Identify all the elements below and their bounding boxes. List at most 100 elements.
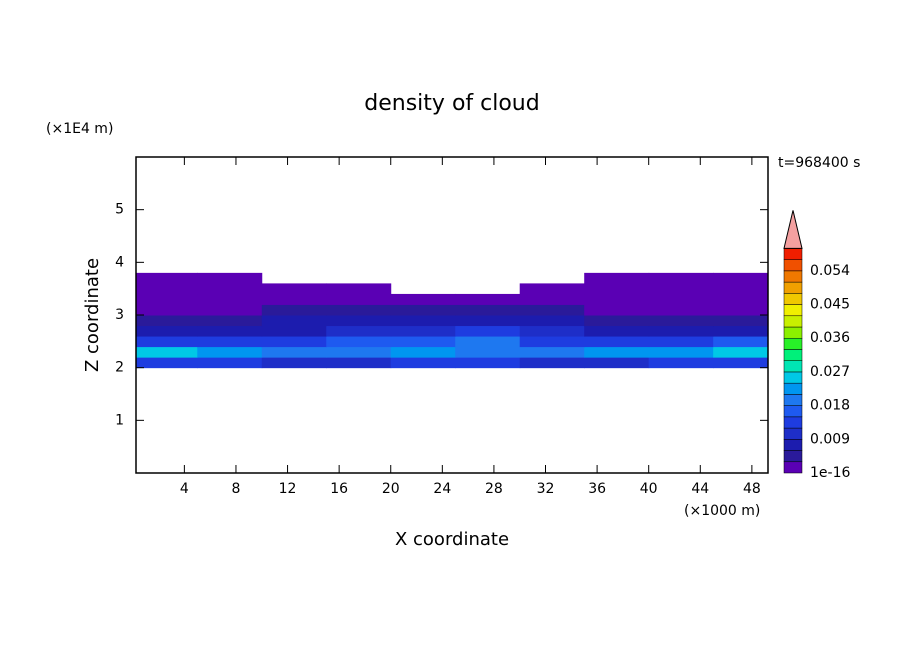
colorbar-band: [783, 439, 803, 451]
field-cell: [648, 346, 714, 358]
colorbar-label: 0.027: [810, 364, 850, 380]
colorbar-band: [783, 326, 803, 339]
y-tick-label: 4: [115, 254, 124, 270]
field-cell: [713, 346, 768, 358]
field-cell: [261, 336, 327, 348]
field-cell: [390, 325, 456, 337]
colorbar-band: [783, 304, 803, 317]
colorbar-label: 0.018: [810, 398, 850, 414]
colorbar-band: [783, 259, 803, 272]
colorbar-band: [783, 281, 803, 294]
field-cell: [584, 315, 650, 327]
field-cell: [390, 336, 456, 348]
x-tick-label: 32: [537, 481, 555, 497]
field-cell: [648, 357, 714, 369]
field-cell: [136, 315, 198, 327]
field-cell: [326, 336, 392, 348]
field-cell: [713, 272, 768, 284]
colorbar-band: [783, 450, 803, 463]
colorbar-label: 0.009: [810, 431, 850, 447]
field-cell: [261, 346, 327, 358]
x-tick-label: 12: [279, 481, 297, 497]
field-cell: [136, 272, 198, 284]
y-tick-label: 3: [115, 307, 124, 323]
field-cell: [519, 325, 585, 337]
field-cell: [455, 336, 521, 348]
y-tick-label: 5: [115, 202, 124, 218]
x-tick-label: 4: [180, 481, 189, 497]
field-cell: [197, 304, 263, 316]
field: [136, 272, 768, 369]
field-cell: [713, 304, 768, 316]
field-cell: [197, 357, 263, 369]
x-unit: (×1000 m): [684, 503, 760, 519]
field-cell: [326, 315, 392, 327]
colorbar-band: [783, 394, 803, 406]
field-cell: [261, 315, 327, 327]
field-cell: [197, 272, 263, 284]
field-cell: [519, 293, 585, 305]
colorbar-band: [783, 293, 803, 305]
x-tick-label: 40: [640, 481, 658, 497]
field-cell: [648, 304, 714, 316]
field-cell: [136, 293, 198, 305]
y-tick-label: 2: [115, 360, 124, 376]
field-cell: [713, 293, 768, 305]
field-cell: [584, 346, 650, 358]
field-cell: [519, 315, 585, 327]
field-cell: [584, 336, 650, 348]
field-cell: [390, 357, 456, 369]
field-cell: [197, 283, 263, 295]
x-tick-label: 8: [231, 481, 240, 497]
field-cell: [390, 304, 456, 316]
field-cell: [136, 346, 198, 358]
field-cell: [648, 283, 714, 295]
field-cell: [584, 357, 650, 369]
field-cell: [713, 357, 768, 369]
field-cell: [261, 304, 327, 316]
x-tick-label: 36: [588, 481, 606, 497]
x-tick-label: 48: [743, 481, 761, 497]
field-cell: [326, 346, 392, 358]
field-cell: [326, 357, 392, 369]
colorbar-band: [783, 248, 803, 260]
field-cell: [136, 357, 198, 369]
field-cell: [197, 325, 263, 337]
field-cell: [136, 325, 198, 337]
field-cell: [326, 293, 392, 305]
field-cell: [326, 325, 392, 337]
chart-title: density of cloud: [364, 91, 539, 116]
y-tick-label: 1: [115, 412, 124, 428]
field-cell: [519, 346, 585, 358]
field-cell: [713, 336, 768, 348]
field-cell: [648, 272, 714, 284]
field-cell: [519, 336, 585, 348]
field-cell: [197, 336, 263, 348]
field-cell: [648, 315, 714, 327]
field-cell: [390, 315, 456, 327]
field-cell: [519, 304, 585, 316]
field-cell: [584, 283, 650, 295]
colorbar-band: [783, 416, 803, 429]
field-cell: [261, 357, 327, 369]
colorbar-band: [783, 349, 803, 361]
colorbar-extend: [783, 210, 803, 249]
x-tick-label: 20: [382, 481, 400, 497]
colorbar-label: 0.054: [810, 263, 850, 279]
colorbar-band: [783, 360, 803, 373]
colorbar-band: [783, 315, 803, 328]
field-cell: [136, 304, 198, 316]
colorbar-band: [783, 382, 803, 395]
field-cell: [390, 293, 456, 305]
y-unit: (×1E4 m): [46, 121, 113, 137]
field-cell: [584, 293, 650, 305]
field-cell: [713, 283, 768, 295]
field-cell: [136, 336, 198, 348]
time-label: t=968400 s: [778, 155, 860, 171]
colorbar-band: [783, 427, 803, 440]
x-tick-label: 44: [691, 481, 709, 497]
colorbar-label: 1e-16: [810, 465, 850, 481]
field-cell: [584, 325, 650, 337]
x-axis-label: X coordinate: [395, 529, 509, 550]
field-cell: [197, 315, 263, 327]
